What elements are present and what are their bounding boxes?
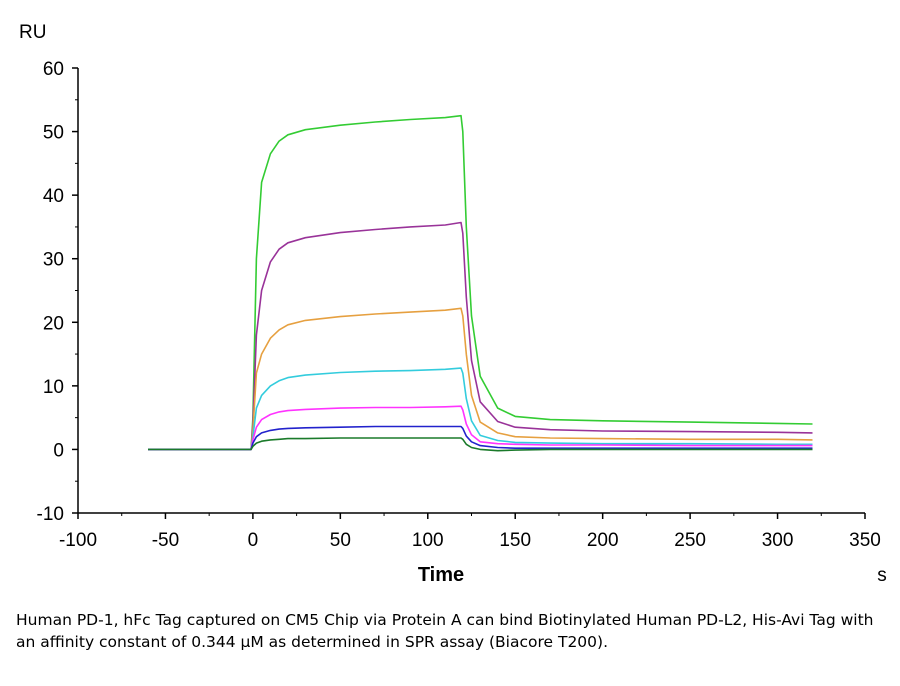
x-tick-label: 350 <box>849 530 881 551</box>
y-tick-label: 60 <box>43 59 64 80</box>
x-tick-label: -50 <box>152 530 179 551</box>
y-tick-label: 40 <box>43 186 64 207</box>
x-tick-label: 0 <box>248 530 259 551</box>
series-line-5 <box>148 405 813 451</box>
x-tick-label: 100 <box>412 530 444 551</box>
y-tick-label: 10 <box>43 377 64 398</box>
x-tick-label: 200 <box>587 530 619 551</box>
y-axis: -10 0 10 20 30 40 50 60 <box>37 59 79 525</box>
x-tick-label: -100 <box>59 530 97 551</box>
x-tick-label: 250 <box>674 530 706 551</box>
x-axis: -100 -50 0 50 100 150 200 250 300 350 <box>59 512 881 551</box>
x-axis-unit: s <box>877 565 887 586</box>
y-tick-label: -10 <box>37 504 64 525</box>
y-tick-label: 30 <box>43 250 64 271</box>
series-line-7 <box>148 437 813 452</box>
plot-lines <box>148 114 813 452</box>
y-tick-label: 20 <box>43 313 64 334</box>
y-axis-unit: RU <box>19 22 46 43</box>
x-tick-label: 300 <box>762 530 794 551</box>
x-tick-label: 50 <box>330 530 351 551</box>
series-line-1 <box>148 114 813 451</box>
x-axis-title: Time <box>418 564 464 586</box>
series-line-3 <box>148 307 813 451</box>
series-line-4 <box>148 367 813 451</box>
figure-caption: Human PD-1, hFc Tag captured on CM5 Chip… <box>16 611 874 651</box>
series-line-6 <box>148 425 813 451</box>
y-tick-label: 0 <box>53 440 64 461</box>
x-tick-label: 150 <box>499 530 531 551</box>
y-tick-label: 50 <box>43 123 64 144</box>
series-line-2 <box>148 221 813 451</box>
